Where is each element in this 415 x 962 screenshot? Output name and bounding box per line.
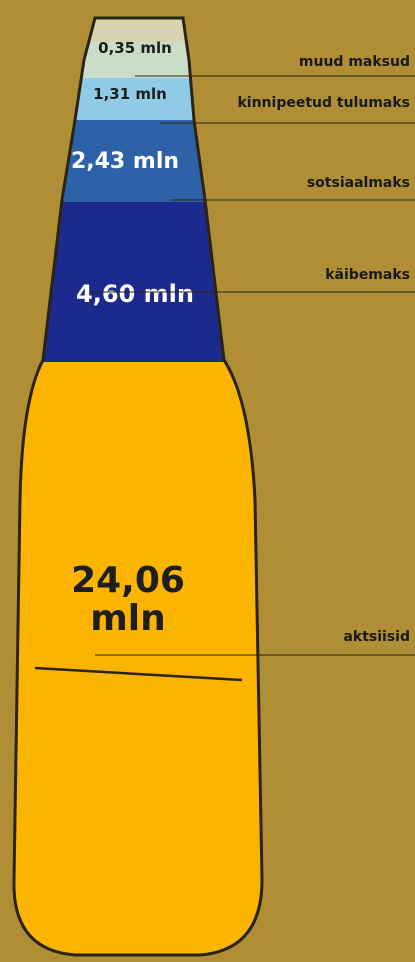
bottle-segment — [13, 362, 262, 955]
value-label: 2,43 mln — [70, 149, 180, 175]
category-label: sotsiaalmaks — [307, 175, 410, 191]
value-label: 24,06 mln — [71, 560, 185, 639]
bottle-outline — [12, 16, 264, 957]
value-label: 1,31 mln — [93, 85, 167, 104]
value-label-box: 4,60 mln — [76, 280, 194, 309]
category-label: aktsiisid — [343, 629, 410, 645]
value-label: 0,35 mln — [98, 39, 172, 58]
bottle-fill — [13, 18, 262, 955]
value-label-box: 2,43 mln — [70, 149, 180, 175]
value-label-box: 1,31 mln — [93, 85, 167, 104]
value-label-box: 0,35 mln — [98, 39, 172, 58]
category-label: muud maksud — [299, 54, 410, 70]
category-label: kinnipeetud tulumaks — [237, 95, 410, 111]
bottle-neck-top — [13, 18, 262, 42]
value-label-box: 24,06 mln — [71, 560, 185, 639]
value-label: 4,60 mln — [76, 280, 194, 309]
bottle-label-line — [34, 666, 243, 682]
category-label: käibemaks — [325, 267, 410, 283]
